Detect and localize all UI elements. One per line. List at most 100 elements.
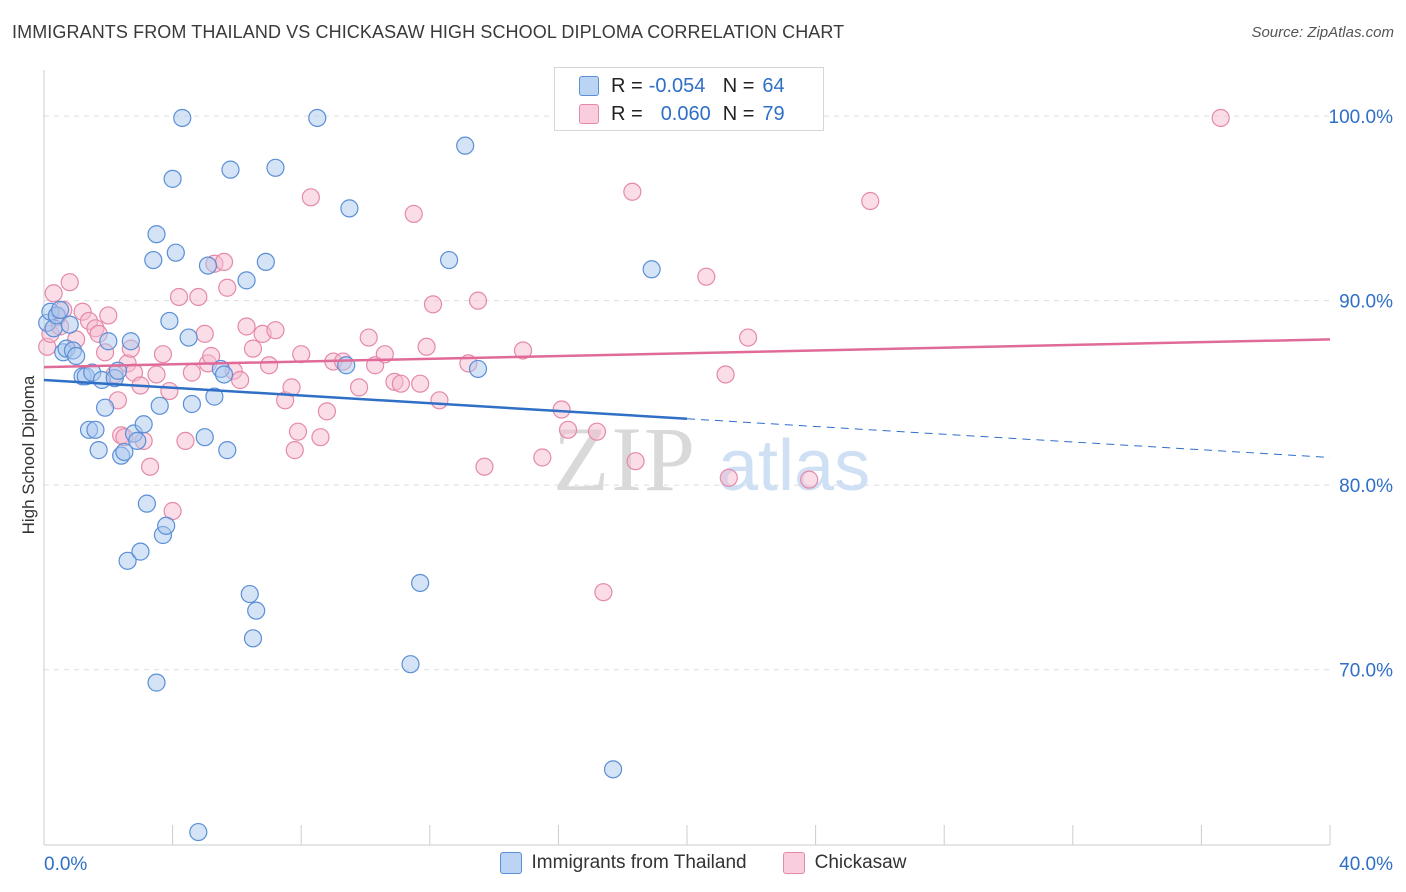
thailand-point (237, 271, 256, 290)
chickasaw-point (359, 328, 378, 347)
gridlines (44, 115, 1330, 671)
thailand-point (205, 387, 224, 406)
thailand-point (256, 252, 275, 272)
legend-row-thailand: R = -0.054 N = 64 (579, 72, 785, 100)
y-tick-label: 70.0% (1339, 661, 1393, 682)
chickasaw-point (266, 321, 285, 340)
chickasaw-point (153, 345, 173, 364)
thailand-swatch (579, 76, 599, 96)
chickasaw-point (391, 374, 410, 393)
chickasaw-point (44, 284, 63, 303)
thailand-point (340, 199, 359, 218)
chickasaw-point (475, 457, 494, 476)
chickasaw-point (195, 324, 214, 343)
thailand-point (468, 359, 488, 379)
chickasaw-point (99, 306, 118, 325)
chickasaw-point (587, 422, 607, 441)
thailand-point (134, 415, 153, 434)
chickasaw-point (411, 374, 430, 393)
thailand-point (195, 428, 214, 447)
chickasaw-point (243, 339, 263, 358)
thailand-point (603, 760, 623, 779)
chickasaw-point (404, 204, 423, 224)
thailand-point (198, 256, 218, 275)
chickasaw-legend-label: Chickasaw (814, 852, 907, 873)
thailand-point (60, 315, 79, 334)
chickasaw-legend-swatch (782, 852, 805, 874)
thailand-point (401, 655, 420, 674)
y-tick-label: 90.0% (1339, 292, 1393, 313)
chickasaw-point (423, 295, 443, 314)
chart-title: IMMIGRANTS FROM THAILAND VS CHICKASAW HI… (12, 22, 845, 42)
thailand-point (179, 328, 198, 347)
chickasaw-point (140, 457, 160, 476)
series-legend: Immigrants from Thailand Chickasaw (0, 852, 1406, 874)
chickasaw-point (182, 363, 201, 382)
thailand-point (163, 169, 182, 188)
thailand-point (147, 673, 166, 692)
chickasaw-point (288, 422, 308, 441)
chickasaw-point (800, 470, 819, 489)
thailand-point (218, 441, 237, 460)
thailand-point (150, 396, 169, 415)
chickasaw-point (311, 428, 330, 447)
chickasaw-point (285, 441, 304, 460)
y-tick-label: 80.0% (1339, 476, 1393, 497)
chickasaw-point (716, 365, 735, 384)
thailand-point (89, 441, 108, 460)
y-axis-label: High School Diploma (19, 375, 38, 534)
chickasaw-point (468, 291, 488, 310)
chickasaw-point (237, 317, 256, 336)
thailand-point (95, 398, 115, 417)
chickasaw-r-value: 0.060 (660, 102, 711, 125)
thailand-point (137, 494, 156, 513)
thailand-point (439, 250, 459, 270)
watermark-atlas: atlas (718, 426, 870, 506)
chickasaw-point (738, 328, 758, 347)
chickasaw-point (259, 356, 279, 375)
thailand-point (157, 516, 176, 535)
correlation-legend: R = -0.054 N = 64 R = 0.060 N = 79 (554, 67, 824, 131)
thailand-point (121, 332, 140, 351)
axes (43, 70, 1331, 846)
chickasaw-n-value: 79 (762, 102, 785, 125)
chickasaw-point (719, 468, 738, 487)
thailand-trend-extension (686, 418, 1331, 458)
thailand-legend-label: Immigrants from Thailand (531, 852, 747, 873)
thailand-point (247, 601, 266, 620)
legend-item-chickasaw: Chickasaw (782, 852, 907, 874)
chickasaw-point (301, 188, 320, 207)
n-label: N = (722, 102, 755, 125)
n-label: N = (722, 74, 755, 97)
chickasaw-point (231, 370, 250, 390)
thailand-point (128, 431, 147, 450)
thailand-trend-line (43, 378, 688, 420)
chickasaw-point (218, 278, 237, 297)
trend-lines (43, 338, 1331, 458)
source-label: Source: ZipAtlas.com (1251, 24, 1394, 41)
thailand-n-value: 64 (762, 74, 785, 97)
thailand-point (99, 332, 118, 351)
thailand-point (182, 394, 201, 414)
thailand-point (160, 311, 179, 331)
thailand-point (118, 551, 137, 570)
thailand-point (166, 243, 185, 262)
chickasaw-point (697, 267, 716, 286)
thailand-point (266, 158, 285, 177)
thailand-point (86, 420, 105, 439)
thailand-point (115, 442, 134, 462)
thailand-point (240, 584, 259, 604)
y-tick-label: 100.0% (1329, 107, 1394, 128)
chickasaw-point (160, 381, 179, 401)
tick-labels: 100.0% 90.0% 80.0% 70.0% 0.0% 40.0% (44, 107, 1393, 875)
legend-item-thailand: Immigrants from Thailand (499, 852, 747, 874)
thailand-point (411, 573, 430, 593)
thailand-legend-swatch (499, 852, 522, 874)
r-label: R = (611, 74, 643, 97)
thailand-point (67, 346, 86, 366)
chickasaw-point (214, 252, 234, 272)
chickasaw-point (317, 402, 337, 421)
chickasaw-trend-line (43, 338, 1331, 369)
thailand-point (189, 822, 208, 842)
